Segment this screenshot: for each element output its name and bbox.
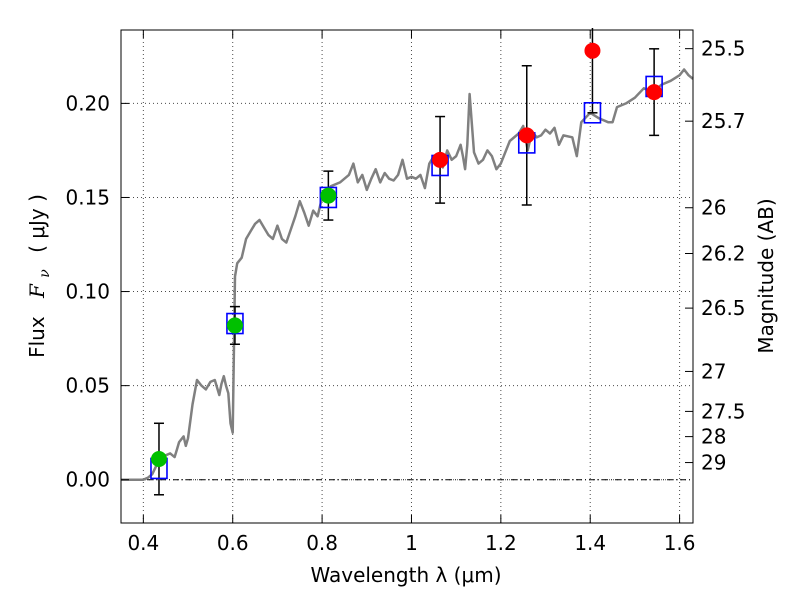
right-tick-label: 26.5	[701, 296, 746, 320]
x-tick-label: 1.4	[574, 531, 606, 555]
y-tick-label: 0.05	[65, 374, 110, 398]
right-tick-label: 29	[701, 451, 726, 475]
x-tick-label: 1.2	[485, 531, 517, 555]
x-tick-label: 0.8	[306, 531, 338, 555]
y-axis-label-left: Flux F ν ( μJy )	[25, 194, 54, 358]
observed-detections-point	[150, 451, 167, 468]
right-tick-label: 25.5	[701, 37, 746, 61]
y-tick-label: 0.15	[65, 185, 110, 209]
y-label-prefix: Flux	[25, 316, 49, 358]
observed-points-layer	[150, 42, 663, 468]
y-tick-label: 0.20	[65, 91, 110, 115]
y-tick-label: 0.00	[65, 468, 110, 492]
right-tick-label: 25.7	[701, 109, 746, 133]
observed-detections-point	[226, 317, 243, 334]
y-label-suffix: ( μJy )	[25, 194, 49, 253]
right-tick-label: 26.2	[701, 241, 746, 265]
observed-detections-point	[320, 187, 337, 204]
model-photometry-square	[319, 186, 338, 209]
y-tick-label: 0.10	[65, 280, 110, 304]
right-tick-label: 28	[701, 425, 726, 449]
x-tick-labels: 0.4 0.6 0.8 1 1.2 1.4 1.6	[127, 531, 695, 555]
template-spectrum-line	[121, 68, 694, 481]
right-tick-label: 27	[701, 359, 726, 383]
x-tick-label: 0.4	[127, 531, 159, 555]
y-label-symbol: F	[25, 283, 49, 299]
x-axis-label: Wavelength λ (μm)	[310, 563, 501, 587]
y-label-subscript: ν	[37, 269, 53, 278]
model-photometry-square	[226, 312, 244, 335]
right-tick-label: 26	[701, 196, 726, 220]
model-photometry-layer	[150, 75, 663, 480]
x-tick-label: 1.6	[664, 531, 696, 555]
ticks-layer	[121, 30, 693, 523]
right-tick-label: 27.5	[701, 399, 746, 423]
grid-layer	[121, 30, 693, 523]
x-tick-label: 1	[405, 531, 418, 555]
x-tick-label: 0.6	[217, 531, 249, 555]
observed-nir-point	[518, 127, 535, 144]
y-tick-labels: 0.00 0.05 0.10 0.15 0.20	[65, 91, 110, 491]
observed-nir-point	[432, 151, 449, 168]
observed-nir-point	[584, 42, 601, 59]
model-photometry-square	[583, 101, 602, 124]
spectrum-layer	[121, 68, 694, 481]
y-axis-label-right: Magnitude (AB)	[754, 198, 778, 353]
plot-frame	[120, 29, 694, 524]
observed-nir-point	[646, 84, 663, 101]
